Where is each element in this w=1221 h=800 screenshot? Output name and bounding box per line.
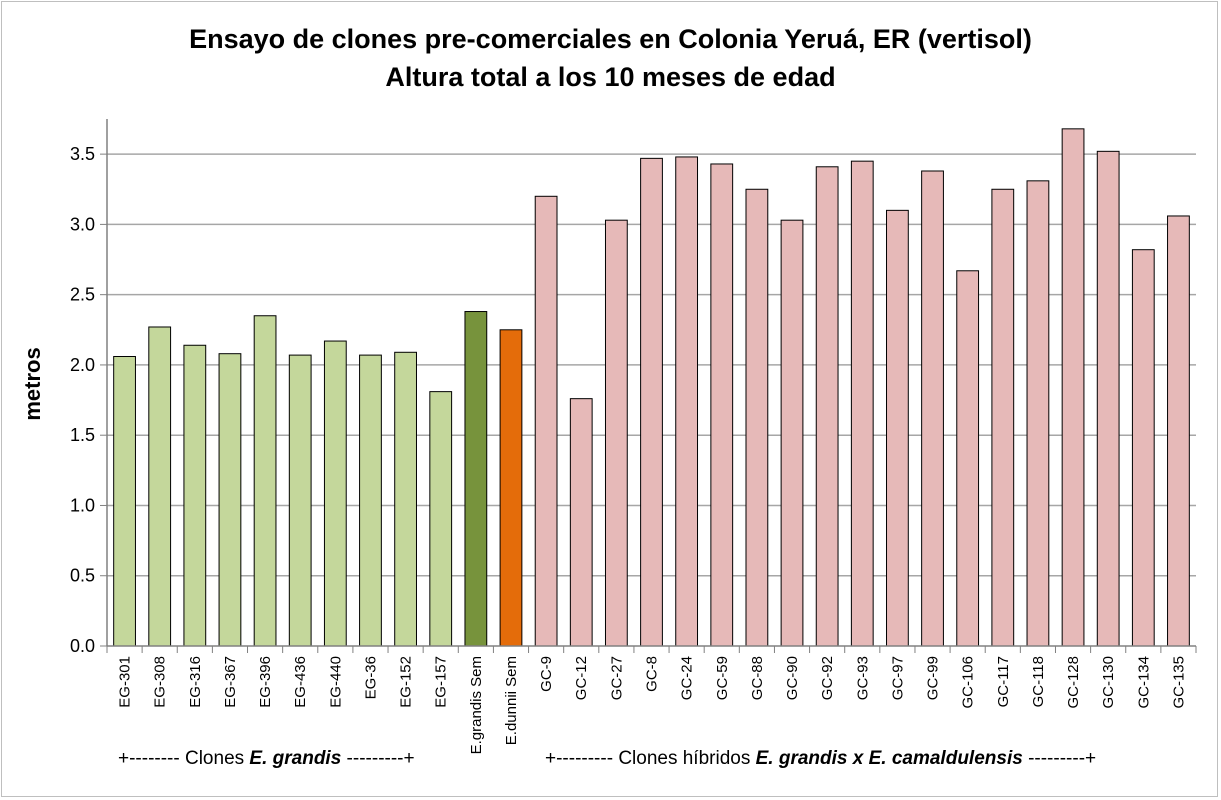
x-tick-label: E.dunnii Sem (503, 656, 520, 745)
bar (569, 398, 593, 647)
bar (429, 391, 453, 647)
x-tick-label: GC-128 (1065, 656, 1082, 709)
x-tick-label: GC-134 (1135, 656, 1152, 709)
x-tick-label: GC-135 (1170, 656, 1187, 709)
grandis-caption-suffix: ---------+ (341, 748, 415, 769)
bar (218, 353, 242, 647)
bar (499, 329, 523, 647)
bar (464, 311, 488, 647)
bar (148, 326, 172, 647)
x-tick-label: EG-316 (187, 656, 204, 708)
bar (850, 160, 874, 647)
y-tick-label: 1.0 (70, 495, 95, 515)
bar (604, 219, 628, 647)
chart-title-line-2: Altura total a los 10 meses de edad (385, 62, 836, 92)
x-tick-label: GC-90 (784, 656, 801, 700)
bar (780, 219, 804, 647)
axes (106, 119, 1196, 647)
x-tick-label: EG-396 (257, 656, 274, 708)
bar (394, 351, 417, 647)
bar (1096, 150, 1120, 647)
grandis-caption-prefix: +-------- Clones (118, 748, 250, 769)
x-tick-label: EG-301 (117, 656, 134, 708)
bar (1026, 180, 1050, 647)
bar (710, 163, 734, 647)
hybrid-caption-species: E. grandis x E. camaldulensis (755, 748, 1023, 769)
bar (815, 166, 839, 647)
bar (921, 170, 944, 647)
x-tick-label: EG-436 (292, 656, 309, 708)
hybrid-caption-suffix: ---------+ (1022, 748, 1097, 769)
bar (113, 356, 136, 647)
chart-title: Ensayo de clones pre-comerciales en Colo… (0, 20, 1221, 96)
x-tick-label: GC-117 (995, 656, 1012, 707)
bar (323, 340, 347, 647)
hybrid-group-caption: +--------- Clones híbridos E. grandis x … (545, 748, 1096, 770)
x-tick-label: GC-99 (925, 656, 942, 700)
bar (253, 315, 277, 647)
y-tick-label: 0.0 (70, 636, 95, 656)
bar (534, 195, 558, 647)
chart-title-line-1: Ensayo de clones pre-comerciales en Colo… (189, 24, 1032, 54)
x-tick-labels: EG-301 EG-308 EG-316 EG-367 EG-396 EG-436 EG-4… (117, 656, 1188, 754)
bar (886, 209, 909, 647)
bar (991, 188, 1015, 647)
x-tick-label: EG-308 (152, 656, 169, 708)
x-tick-label: GC-106 (960, 656, 977, 709)
x-tick-label: GC-12 (573, 656, 590, 700)
y-tick-label: 0.5 (70, 566, 95, 586)
x-tick-label: EG-440 (327, 656, 344, 708)
bars (113, 128, 1190, 647)
y-tick-labels: 0.0 0.5 1.0 1.5 2.0 2.5 3.0 3.5 (70, 144, 95, 656)
bar (183, 344, 207, 647)
bar (359, 354, 382, 647)
x-tick-label: EG-367 (222, 656, 239, 708)
bar (1167, 215, 1190, 647)
x-tick-label: EG-157 (433, 656, 450, 708)
grandis-group-caption: +-------- Clones E. grandis ---------+ (118, 748, 415, 770)
x-tick-label: GC-130 (1100, 656, 1117, 709)
x-tick-label: GC-92 (819, 656, 836, 700)
y-tick-label: 2.5 (70, 285, 95, 305)
x-tick-label: GC-8 (644, 656, 661, 692)
y-tick-label: 3.0 (70, 214, 95, 234)
x-tick-label: GC-27 (608, 656, 625, 700)
x-tick-label: GC-118 (1030, 656, 1047, 707)
x-tick-label: GC-97 (889, 656, 906, 700)
bar (640, 157, 663, 647)
hybrid-caption-prefix: +--------- Clones híbridos (545, 748, 756, 769)
bar (1061, 128, 1085, 647)
x-tick-label: GC-93 (854, 656, 871, 700)
bar (956, 270, 980, 647)
bar (745, 188, 769, 647)
x-tick-label: GC-24 (679, 656, 696, 700)
x-tick-label: GC-59 (714, 656, 731, 700)
y-axis-label: metros (20, 347, 45, 420)
bar (675, 156, 699, 647)
grandis-caption-species: E. grandis (249, 748, 342, 769)
x-tick-label: GC-9 (538, 656, 555, 692)
x-tick-label: EG-36 (362, 656, 379, 699)
y-tick-label: 2.0 (70, 355, 95, 375)
x-tick-label: EG-152 (398, 656, 415, 708)
bar (288, 354, 312, 647)
x-tick-label: E.grandis Sem (468, 656, 485, 754)
y-tick-label: 1.5 (70, 425, 95, 445)
x-tick-label: GC-88 (749, 656, 766, 700)
y-tick-label: 3.5 (70, 144, 95, 164)
bar (1131, 249, 1155, 647)
